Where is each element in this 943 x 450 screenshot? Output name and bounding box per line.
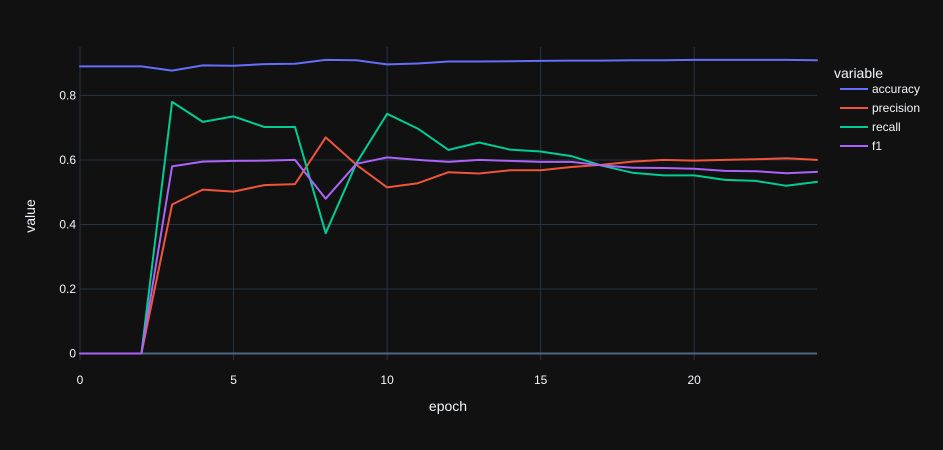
series-line-accuracy <box>79 58 818 72</box>
series-line-precision <box>79 136 818 355</box>
legend-item-f1[interactable]: f1 <box>840 139 882 153</box>
legend-items: accuracy precision recall f1 <box>840 82 920 153</box>
x-tick-label: 5 <box>230 373 237 387</box>
x-tick-label: 10 <box>380 373 394 387</box>
y-axis-title: value <box>22 199 38 233</box>
y-tick-label: 0 <box>69 347 76 361</box>
y-tick-label: 0.6 <box>59 153 76 167</box>
legend: variable accuracy precision recall f1 <box>834 65 920 153</box>
legend-label: recall <box>872 120 901 134</box>
x-tick-label: 15 <box>534 373 548 387</box>
legend-item-accuracy[interactable]: accuracy <box>840 82 920 96</box>
series-line-recall <box>79 100 818 355</box>
legend-item-precision[interactable]: precision <box>840 101 920 115</box>
x-axis-title: epoch <box>429 398 467 414</box>
y-tick-label: 0.8 <box>59 88 76 102</box>
x-tick-label: 20 <box>687 373 701 387</box>
legend-label: accuracy <box>872 82 920 96</box>
x-axis-ticks: 0 5 10 15 20 <box>77 373 702 387</box>
legend-item-recall[interactable]: recall <box>840 120 901 134</box>
grid <box>79 47 817 360</box>
y-tick-label: 0.4 <box>59 217 76 231</box>
legend-title: variable <box>834 65 883 81</box>
y-axis-ticks: 0 0.2 0.4 0.6 0.8 <box>59 88 76 360</box>
y-tick-label: 0.2 <box>59 282 76 296</box>
legend-label: f1 <box>872 139 882 153</box>
series-line-f1 <box>79 156 818 355</box>
x-tick-label: 0 <box>77 373 84 387</box>
series-lines <box>79 58 818 355</box>
legend-label: precision <box>872 101 920 115</box>
